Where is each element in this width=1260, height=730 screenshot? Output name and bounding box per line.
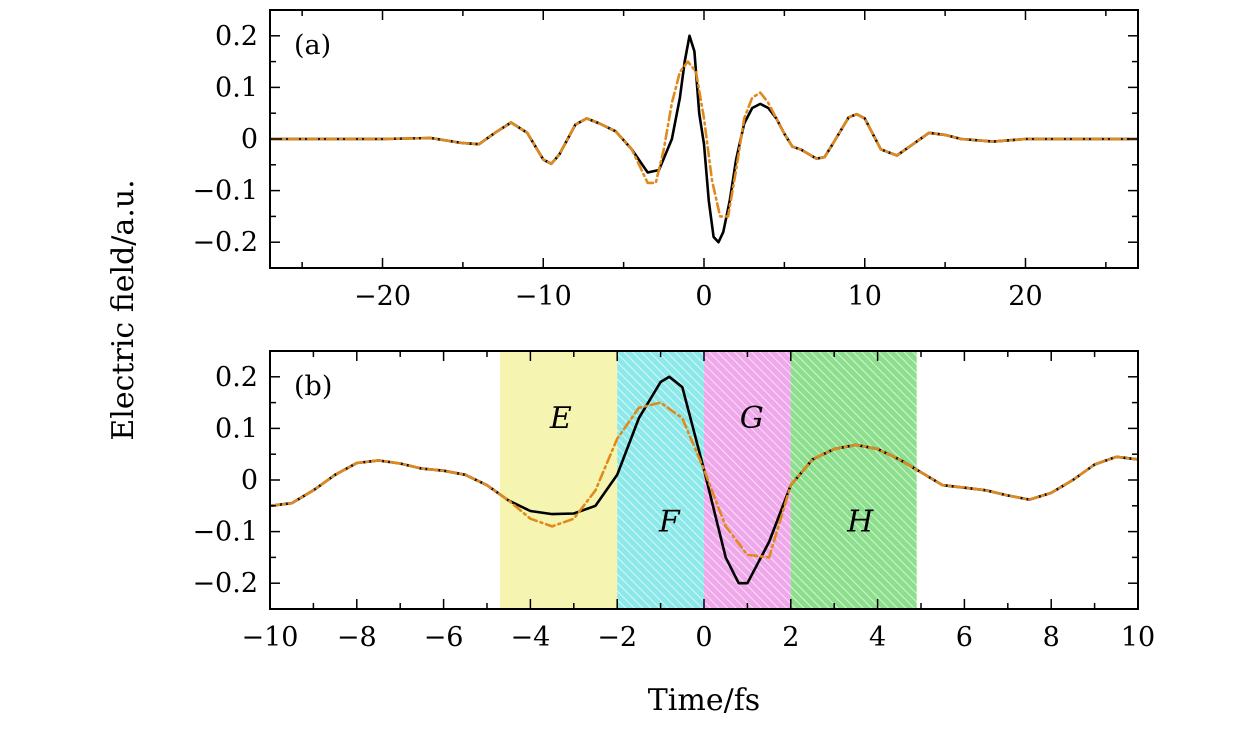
x-tick-label: 6 xyxy=(956,622,973,653)
y-tick-label: −0.1 xyxy=(192,176,258,207)
x-tick-label: 2 xyxy=(782,622,799,653)
y-tick-label: −0.2 xyxy=(192,568,258,599)
x-tick-label: 4 xyxy=(869,622,886,653)
y-tick-label: −0.1 xyxy=(192,517,258,548)
x-tick-label: 0 xyxy=(695,622,712,653)
y-tick-label: 0.1 xyxy=(215,72,258,103)
y-tick-label: 0.2 xyxy=(215,21,258,52)
y-tick-label: −0.2 xyxy=(192,227,258,258)
y-tick-label: 0.2 xyxy=(215,362,258,393)
region-label-g: G xyxy=(740,401,764,436)
y-tick-label: 0.1 xyxy=(215,413,258,444)
x-tick-label: 10 xyxy=(1121,622,1155,653)
x-tick-label: −4 xyxy=(510,622,550,653)
region-g xyxy=(704,351,791,609)
region-label-h: H xyxy=(846,504,874,539)
x-axis-label: Time/fs xyxy=(648,683,760,718)
region-h xyxy=(790,351,917,609)
x-tick-label: 8 xyxy=(1043,622,1060,653)
panel-label-b: (b) xyxy=(294,371,332,402)
y-tick-label: 0 xyxy=(241,124,258,155)
region-f xyxy=(617,351,704,609)
x-tick-label: −2 xyxy=(597,622,637,653)
y-tick-label: 0 xyxy=(241,465,258,496)
panel-label-a: (a) xyxy=(294,30,331,61)
panel-b: −10 −8 −6 −4 −2 0 2 4 6 8 10 −0.2 −0.1 0 0.1 0.2 (b) E F G H xyxy=(192,350,1155,653)
y-axis-label: Electric field/a.u. xyxy=(106,179,141,440)
x-tick-label: −10 xyxy=(515,281,572,312)
x-tick-label: −6 xyxy=(424,622,464,653)
panel-a: −20 −10 0 10 20 −0.2 −0.1 0 0.1 0.2 (a) xyxy=(192,9,1139,312)
region-label-f: F xyxy=(658,504,681,539)
x-tick-label: 0 xyxy=(695,281,712,312)
region-e xyxy=(500,351,618,609)
x-tick-label: 10 xyxy=(848,281,882,312)
region-label-e: E xyxy=(549,401,572,436)
x-tick-label: −10 xyxy=(242,622,299,653)
x-tick-label: 20 xyxy=(1008,281,1042,312)
series-a-dashdot-line xyxy=(270,60,1138,218)
x-tick-label: −20 xyxy=(354,281,411,312)
x-tick-label: −8 xyxy=(337,622,377,653)
series-b-dashdot-line xyxy=(270,401,1138,559)
